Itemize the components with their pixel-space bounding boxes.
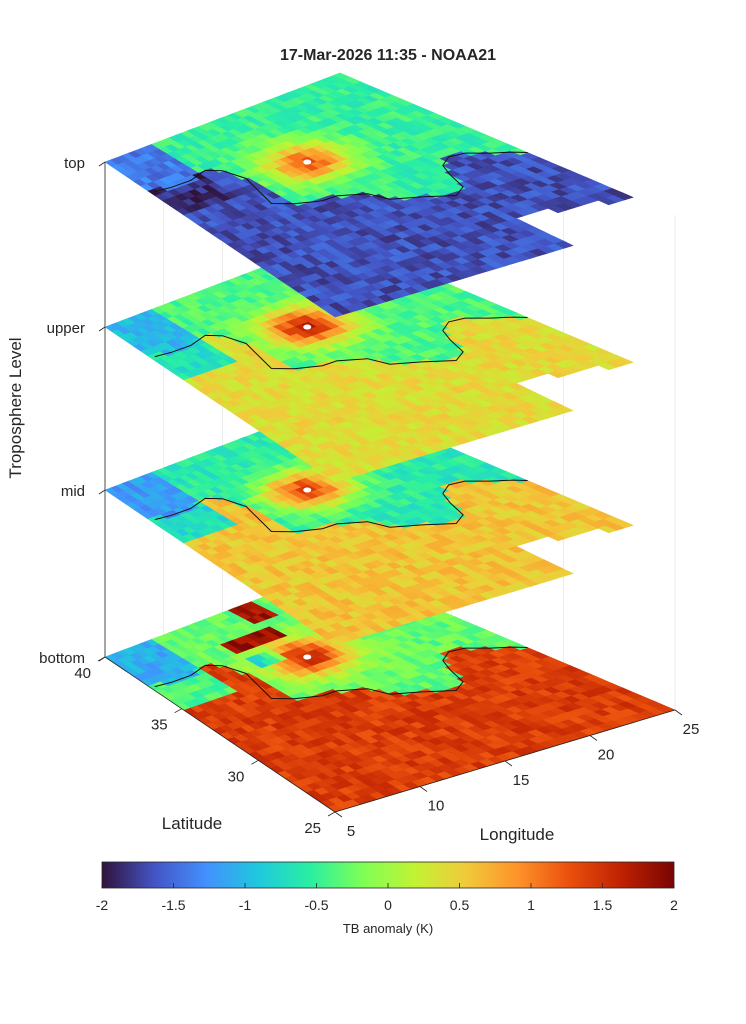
longitude-tick-label: 5 xyxy=(347,823,355,840)
chart-title: 17-Mar-2026 11:35 - NOAA21 xyxy=(280,47,496,64)
longitude-tick-label: 15 xyxy=(513,772,530,789)
center-marker xyxy=(303,324,312,330)
heatmap-layers xyxy=(104,72,676,813)
colorbar: -2 -1.5 -1 -0.5 0 0.5 1 1.5 2 TB anomaly (K) xyxy=(96,861,678,936)
latitude-tick xyxy=(251,759,259,765)
z-tick-label: mid xyxy=(61,483,85,500)
latitude-tick-label: 40 xyxy=(74,665,91,682)
z-axis-tick xyxy=(98,161,106,167)
longitude-tick-label: 20 xyxy=(598,747,615,764)
latitude-tick-label: 30 xyxy=(228,768,245,785)
longitude-tick-label: 25 xyxy=(683,721,700,738)
longitude-tick xyxy=(504,760,513,767)
longitude-tick xyxy=(589,735,598,741)
heatmap-layer-bottom xyxy=(104,567,676,813)
latitude-tick xyxy=(174,708,182,714)
z-axis-tick xyxy=(98,489,106,495)
z-axis-tick xyxy=(98,326,106,332)
latitude-tick xyxy=(327,811,336,817)
x-axis-label: Longitude xyxy=(480,825,555,844)
coastline xyxy=(154,646,528,700)
z-tick-label: top xyxy=(64,155,85,172)
longitude-tick xyxy=(674,709,683,716)
z-tick-label: upper xyxy=(47,320,85,337)
center-marker xyxy=(303,654,312,660)
z-axis-label: Troposphere Level xyxy=(6,337,25,478)
y-axis-label: Latitude xyxy=(162,814,223,833)
latitude-tick-label: 25 xyxy=(304,820,321,837)
latitude-tick xyxy=(97,656,106,662)
center-marker xyxy=(303,159,312,165)
longitude-tick xyxy=(334,811,343,818)
longitude-tick xyxy=(419,786,428,792)
center-marker xyxy=(303,487,312,493)
latitude-tick-label: 35 xyxy=(151,717,168,734)
longitude-tick-label: 10 xyxy=(428,798,445,815)
heatmap-layer-top xyxy=(104,72,634,318)
